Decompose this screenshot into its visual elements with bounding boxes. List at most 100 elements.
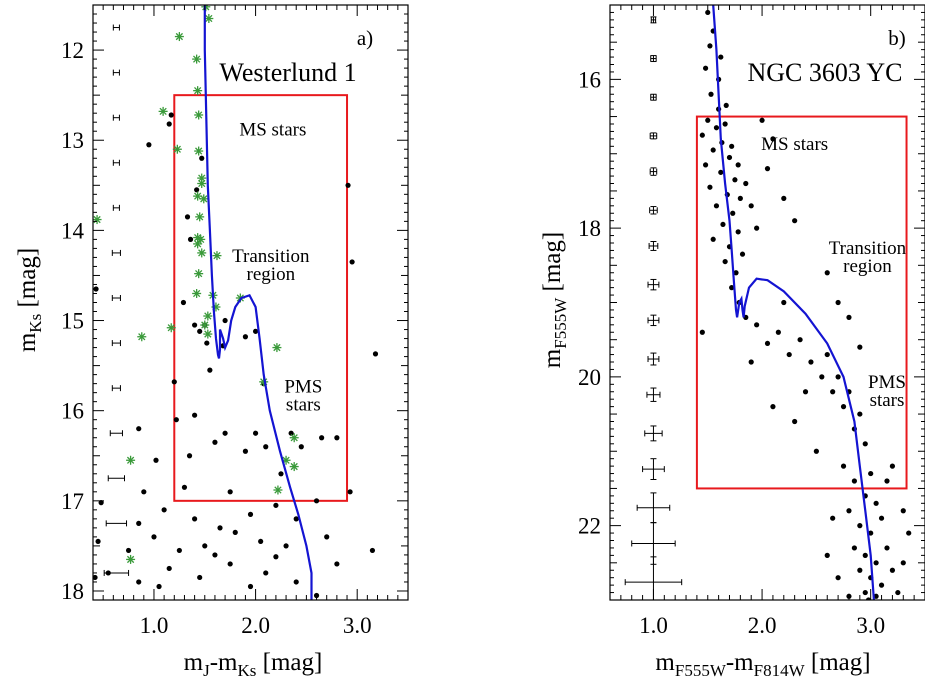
asterisk-stroke [195,270,203,278]
data-point [334,435,340,441]
error-bar [647,352,660,366]
error-bar [112,114,120,121]
data-point [824,270,830,276]
data-point [884,545,890,551]
data-point [171,379,177,385]
data-point [202,543,208,549]
data-point [732,177,738,183]
data-point [895,589,901,596]
data-point [293,516,299,522]
plot-frame [609,4,925,601]
data-point [792,418,798,425]
data-point [166,565,172,572]
region-label: PMS stars [284,377,322,416]
data-point [824,552,830,558]
data-point [873,560,879,566]
data-point [802,389,809,395]
y-tick-label: 22 [578,514,601,539]
data-point-asterisk [199,194,209,204]
data-point [708,91,714,97]
region-label-line: stars [286,395,321,416]
asterisk-stroke [274,486,282,494]
error-bar [647,278,660,291]
error-bar [650,93,657,101]
panel-a-marks [93,5,379,600]
data-point-asterisk [166,323,176,333]
data-point [726,154,733,161]
asterisk-stroke [198,249,206,257]
panel-a-title: Westerlund 1 [219,58,356,87]
data-point [729,285,735,291]
data-point [146,142,152,148]
y-tick-label: 20 [578,365,601,390]
data-point [707,184,713,190]
data-point [194,187,200,193]
error-bar [649,132,658,140]
data-point [125,547,132,554]
data-point [722,258,728,265]
data-point [192,516,198,522]
data-point-asterisk [172,144,182,154]
asterisk-stroke [175,32,184,41]
error-bar [112,24,120,31]
data-point [710,236,716,242]
data-point [900,560,906,566]
data-point [232,529,238,535]
data-point [835,299,841,306]
data-point [258,538,264,545]
data-point [770,404,776,410]
data-point-asterisk [194,110,204,120]
data-point-asterisk [197,179,207,188]
error-bar [107,475,125,482]
error-bar [649,167,658,176]
error-bar [649,206,658,215]
asterisk-stroke [167,324,175,332]
data-point [781,299,787,306]
data-point [212,439,218,445]
data-point [345,182,351,188]
data-point [878,582,885,588]
data-point-asterisk [194,146,204,156]
error-bar [636,492,671,524]
asterisk-stroke [173,145,181,153]
error-bar [646,387,661,402]
error-bar [650,16,657,24]
data-point-asterisk [197,248,207,258]
data-point-asterisk [272,343,282,353]
data-point [718,54,724,60]
data-point-asterisk [93,215,102,225]
data-point [846,508,852,514]
data-point [723,102,729,109]
data-point [702,65,709,71]
data-point [857,523,863,529]
panel-b-region-labels: MS stars Transition region PMS stars [761,134,907,411]
data-point-asterisk [126,455,136,465]
asterisk-stroke [196,213,204,221]
panel-a-plot-area [93,5,379,600]
data-point [197,328,203,334]
data-point-asterisk [192,54,202,64]
data-point [136,426,142,432]
y-tick-label: 16 [578,67,601,92]
data-point [153,457,159,463]
asterisk-stroke [273,343,281,352]
region-label-line: PMS [868,372,906,393]
asterisk-stroke [197,235,205,244]
error-bar [103,569,130,576]
data-point [730,210,736,216]
asterisk-stroke [290,462,298,471]
data-point [781,195,787,201]
data-point [764,340,771,347]
y-tick-label: 16 [61,399,84,424]
data-point-asterisk [194,269,204,279]
asterisk-stroke [194,233,202,242]
data-point [136,579,142,585]
error-bar [112,204,120,211]
panel-b-axes: 1.0 2.0 3.0 16 18 20 22 [578,4,925,638]
error-bar [112,159,120,166]
y-tick-label: 15 [61,309,84,334]
data-point [192,412,198,418]
asterisk-stroke [193,289,201,298]
y-tick-label: 14 [61,218,85,243]
data-point [840,404,847,410]
